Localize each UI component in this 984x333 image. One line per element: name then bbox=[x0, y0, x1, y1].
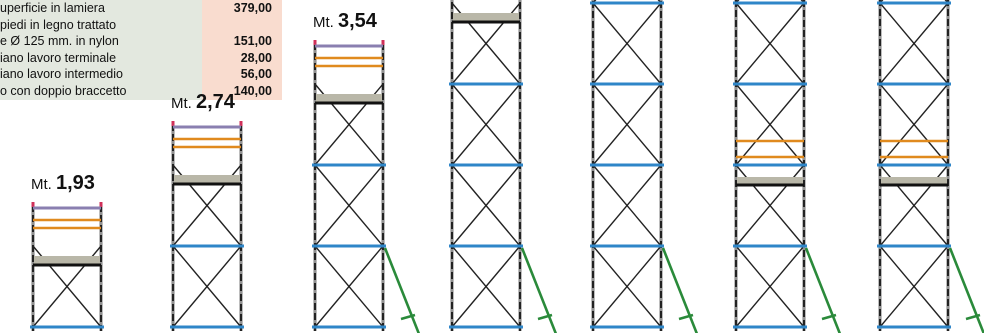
price-description-text: e Ø 125 mm. in nylon bbox=[0, 34, 119, 49]
scaffold-tower: Mt. 3,54 bbox=[312, 10, 421, 333]
cross-brace bbox=[879, 245, 949, 328]
cross-brace bbox=[592, 164, 662, 247]
cross-brace bbox=[451, 164, 521, 247]
cross-brace bbox=[735, 83, 805, 166]
working-deck bbox=[737, 177, 803, 184]
stabilizer-arm bbox=[520, 247, 558, 333]
price-description-text: iano lavoro terminale bbox=[0, 50, 117, 65]
height-value: 2,74 bbox=[196, 91, 236, 113]
price-row: o con doppio braccetto 140,00 bbox=[0, 82, 282, 100]
price-row: iano lavoro terminale 28,00 bbox=[0, 49, 282, 67]
price-row: e Ø 125 mm. in nylon 151,00 bbox=[0, 33, 282, 50]
cross-brace bbox=[451, 245, 521, 328]
price-value bbox=[202, 16, 282, 34]
price-row: piedi in legno trattato bbox=[0, 16, 282, 34]
price-row: uperficie in lamiera 379,00 bbox=[0, 0, 282, 17]
coupling-pin bbox=[313, 40, 317, 45]
price-description: piedi in legno trattato bbox=[0, 16, 203, 34]
cross-brace bbox=[879, 2, 949, 85]
stabilizer-strut bbox=[965, 313, 981, 321]
coupling-pin bbox=[99, 202, 103, 207]
stabilizer-arm bbox=[948, 247, 984, 333]
scaffold-tower: Mt. 5,16 bbox=[590, 0, 699, 333]
cross-brace bbox=[879, 83, 949, 166]
scaffold-tower: Mt. 2,74 bbox=[170, 91, 244, 331]
scaffold-tower: Mt. 4,35 bbox=[449, 0, 558, 333]
stabilizer-arm bbox=[661, 247, 699, 333]
cross-brace bbox=[592, 2, 662, 85]
stabilizer-strut bbox=[537, 313, 553, 321]
stabilizer-arm bbox=[804, 247, 842, 333]
coupling-pin bbox=[239, 121, 243, 126]
cross-brace bbox=[314, 245, 384, 328]
price-value: 379,00 bbox=[202, 0, 282, 17]
height-prefix: Mt. bbox=[31, 176, 56, 193]
price-table: uperficie in lamiera 379,00 piedi in legno… bbox=[0, 0, 282, 100]
cross-brace bbox=[172, 245, 242, 328]
scaffold-tower: Mt. 1,93 bbox=[30, 172, 104, 331]
price-description-text: piedi in legno trattato bbox=[0, 17, 117, 32]
height-value: 1,93 bbox=[56, 172, 95, 194]
cross-brace bbox=[592, 245, 662, 328]
price-description-text: iano lavoro intermedio bbox=[0, 67, 123, 82]
price-value: 28,00 bbox=[202, 49, 282, 67]
stabilizer-strut bbox=[821, 313, 837, 321]
coupling-pin bbox=[31, 202, 35, 207]
price-description: iano lavoro intermedio bbox=[0, 66, 203, 83]
price-value: 56,00 bbox=[202, 66, 282, 83]
height-value: 3,54 bbox=[338, 10, 378, 32]
stabilizer-strut bbox=[678, 313, 694, 321]
price-description-text: o con doppio braccetto bbox=[0, 83, 127, 98]
cross-brace bbox=[314, 164, 384, 247]
price-description: iano lavoro terminale bbox=[0, 49, 203, 67]
price-description: e Ø 125 mm. in nylon bbox=[0, 33, 203, 50]
working-deck bbox=[881, 177, 947, 184]
cross-brace bbox=[451, 83, 521, 166]
price-description: uperficie in lamiera bbox=[0, 0, 203, 17]
price-description-text: uperficie in lamiera bbox=[0, 1, 105, 15]
stabilizer-strut bbox=[400, 313, 416, 321]
height-label: Mt. 2,74 bbox=[171, 91, 236, 113]
scaffold-tower: Mt. 6,78 bbox=[877, 0, 984, 333]
stabilizer-arm bbox=[383, 247, 421, 333]
cross-brace bbox=[735, 2, 805, 85]
height-label: Mt. 1,93 bbox=[31, 172, 95, 194]
height-prefix: Mt. bbox=[313, 14, 338, 31]
working-deck bbox=[316, 94, 382, 102]
working-deck bbox=[34, 256, 100, 264]
height-label: Mt. 3,54 bbox=[313, 10, 378, 32]
price-row: iano lavoro intermedio 56,00 bbox=[0, 66, 282, 83]
price-value: 151,00 bbox=[202, 33, 282, 50]
height-prefix: Mt. bbox=[171, 95, 196, 112]
price-description: o con doppio braccetto bbox=[0, 82, 203, 100]
price-value: 140,00 bbox=[202, 82, 282, 100]
coupling-pin bbox=[381, 40, 385, 45]
cross-brace bbox=[592, 83, 662, 166]
coupling-pin bbox=[171, 121, 175, 126]
scaffold-tower: Mt. 5,97 bbox=[733, 0, 842, 333]
cross-brace bbox=[735, 245, 805, 328]
working-deck bbox=[174, 175, 240, 183]
working-deck bbox=[453, 13, 519, 21]
